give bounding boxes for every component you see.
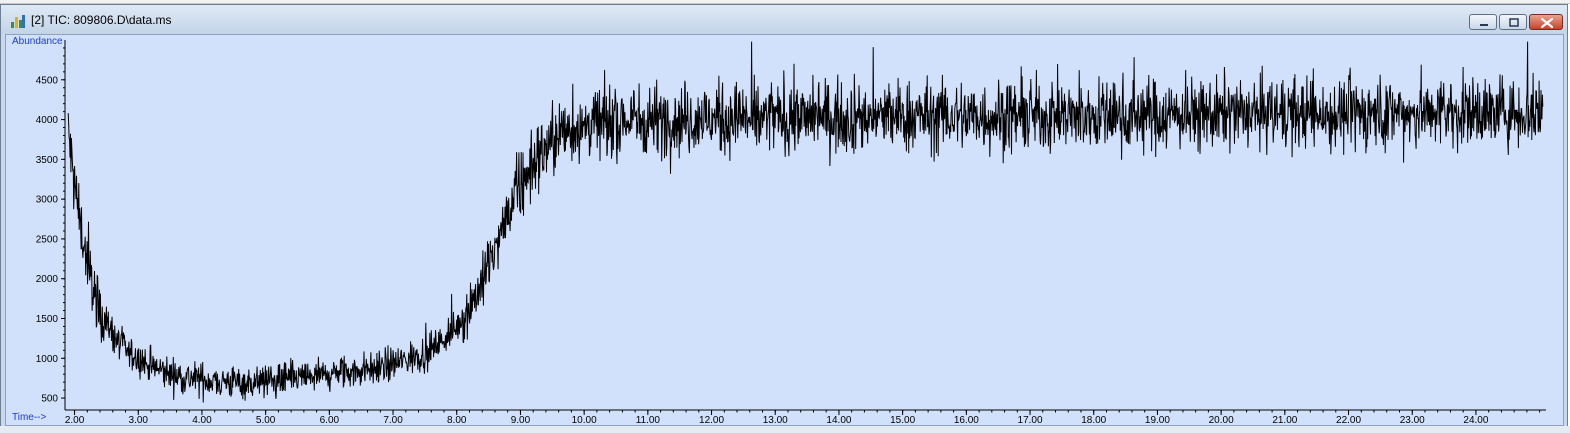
x-tick-label: 5.00 <box>256 415 276 425</box>
x-tick-label: 15.00 <box>890 415 915 425</box>
x-tick-label: 12.00 <box>699 415 724 425</box>
x-tick-label: 14.00 <box>826 415 851 425</box>
y-tick-label: 4500 <box>36 75 59 86</box>
tic-trace-line <box>67 41 1544 403</box>
tic-chart[interactable]: 500 1000 1500 2000 2500 3000 3500 4000 4500 2.00… <box>6 35 1563 425</box>
y-tick-label: 2500 <box>36 234 59 245</box>
chromatogram-app-icon <box>11 15 25 28</box>
x-tick-label: 2.00 <box>65 415 85 425</box>
x-tick-label: 13.00 <box>763 415 788 425</box>
y-tick-label: 4000 <box>36 115 59 126</box>
x-ticks: 2.00 3.00 4.00 5.00 6.00 7.00 8.00 9.00 10.00 11.… <box>65 410 1541 425</box>
y-tick-label: 1500 <box>36 314 59 325</box>
desktop-top-strip <box>0 0 1570 4</box>
x-axis-label: Time--> <box>12 412 47 423</box>
y-axis-label: Abundance <box>12 36 63 47</box>
x-tick-label: 9.00 <box>511 415 531 425</box>
x-tick-label: 21.00 <box>1272 415 1297 425</box>
plot-area[interactable]: 500 1000 1500 2000 2500 3000 3500 4000 4500 2.00… <box>5 34 1564 426</box>
window-bottom-strip <box>0 426 1570 433</box>
x-tick-label: 6.00 <box>320 415 340 425</box>
chromatogram-window: [2] TIC: 809806.D\data.ms 500 1000 1500 200… <box>0 4 1568 431</box>
close-button[interactable] <box>1529 14 1563 30</box>
x-tick-label: 8.00 <box>447 415 467 425</box>
y-tick-label: 500 <box>41 394 58 405</box>
maximize-icon <box>1509 18 1519 27</box>
title-bar[interactable]: [2] TIC: 809806.D\data.ms <box>1 5 1567 34</box>
x-tick-label: 17.00 <box>1018 415 1043 425</box>
close-icon <box>1540 17 1554 29</box>
window-title: [2] TIC: 809806.D\data.ms <box>31 13 172 27</box>
y-tick-label: 2000 <box>36 274 59 285</box>
x-tick-label: 20.00 <box>1209 415 1234 425</box>
y-ticks: 500 1000 1500 2000 2500 3000 3500 4000 4500 <box>36 47 65 405</box>
x-tick-label: 22.00 <box>1336 415 1361 425</box>
y-tick-label: 3500 <box>36 155 59 166</box>
x-tick-label: 7.00 <box>383 415 403 425</box>
x-tick-label: 10.00 <box>572 415 597 425</box>
x-tick-label: 24.00 <box>1463 415 1488 425</box>
y-tick-label: 3000 <box>36 195 59 206</box>
x-tick-label: 16.00 <box>954 415 979 425</box>
minimize-button[interactable] <box>1469 14 1497 30</box>
x-tick-label: 4.00 <box>192 415 212 425</box>
minimize-icon <box>1480 24 1488 26</box>
chart-axes <box>64 40 1546 411</box>
x-tick-label: 18.00 <box>1081 415 1106 425</box>
maximize-button[interactable] <box>1499 14 1527 30</box>
x-tick-label: 11.00 <box>636 415 661 425</box>
x-tick-label: 19.00 <box>1145 415 1170 425</box>
y-tick-label: 1000 <box>36 354 59 365</box>
x-tick-label: 23.00 <box>1400 415 1425 425</box>
x-tick-label: 3.00 <box>129 415 149 425</box>
